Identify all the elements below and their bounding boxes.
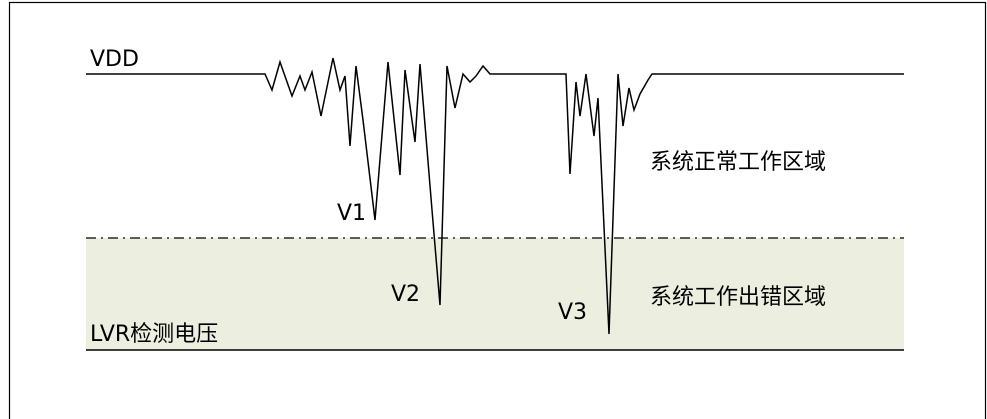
error-region-label: 系统工作出错区域 — [650, 285, 826, 310]
lvr-level-label: LVR检测电压 — [90, 322, 218, 347]
normal-region-label: 系统正常工作区域 — [650, 150, 826, 175]
v3-label: V3 — [558, 300, 587, 325]
error-region-area — [86, 238, 904, 350]
vdd-label: VDD — [90, 47, 139, 72]
v2-label: V2 — [391, 282, 420, 307]
frame-border — [8, 1, 987, 419]
vdd-waveform — [86, 57, 904, 335]
v1-label: V1 — [337, 201, 366, 226]
